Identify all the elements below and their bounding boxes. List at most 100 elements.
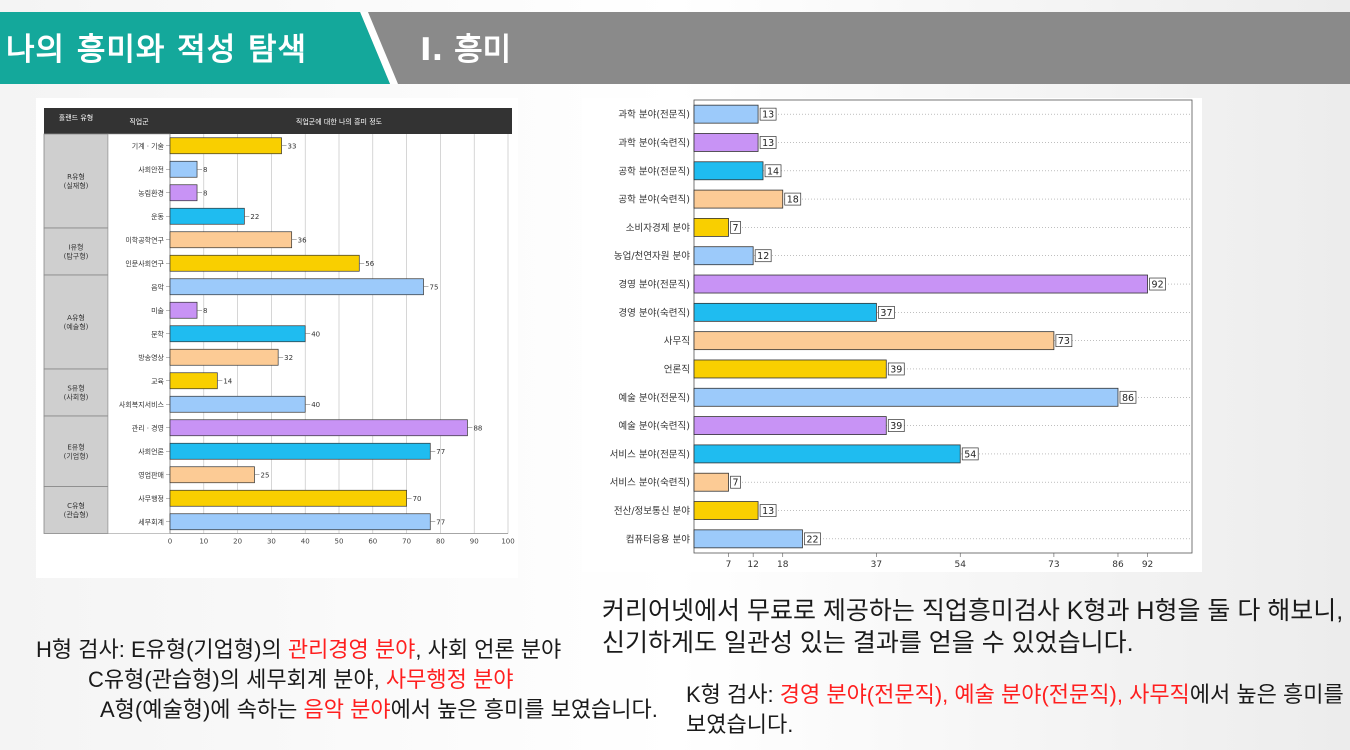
h-result-line2: C유형(관습형)의 세무회계 분야, 사무행정 분야	[88, 662, 513, 694]
chart1-value-label: 36	[298, 236, 307, 244]
h-result-line3-b: 에서 높은 흥미를 보였습니다.	[390, 697, 658, 722]
chart2-category-label: 과학 분야(숙련직)	[618, 138, 690, 149]
chart1-value-label: 77	[436, 518, 445, 526]
chart1-bar	[169, 489, 407, 507]
chart2-bar	[693, 104, 759, 124]
chart2-tick-label: 54	[954, 560, 966, 570]
h-type-chart-svg: 홀랜드 유형 직업군 직업군에 대한 나의 흥미 정도 R유형(실재형) I유형(탐구형…	[43, 108, 515, 546]
chart1-bar	[169, 348, 279, 366]
chart2-tick-label: 73	[1048, 560, 1059, 570]
chart1-bar	[169, 137, 282, 155]
chart1-tick-label: 20	[233, 538, 242, 546]
chart2-category-label: 농업/천연자원 분야	[614, 250, 690, 262]
chart1-value-label: 32	[284, 354, 293, 362]
chart2-value-box	[784, 192, 802, 206]
chart1-category-label: 인문사회연구	[125, 259, 164, 268]
chart2-tick-label: 18	[777, 560, 789, 570]
chart1-category-label: 교육	[151, 377, 164, 385]
chart1-group-label-sub: (예술형)	[64, 322, 89, 331]
k-result-rest: 에서 높은 흥미를	[1189, 682, 1344, 707]
chart2-category-label: 공학 분야(숙련직)	[618, 195, 690, 206]
h-result-highlight2: 사무행정 분야	[385, 667, 514, 692]
chart1-group-label: C유형	[67, 502, 85, 510]
chart2-value-box	[961, 447, 979, 461]
chart1-group-cell	[43, 486, 109, 534]
chart1-group-cell	[43, 415, 109, 487]
chart2-category-label: 예술 분야(숙련직)	[618, 421, 690, 432]
chart1-tick-label: 60	[368, 538, 377, 546]
k-type-chart-svg: 7 12 18 37 54 73 86 92 과학 분야(전문직) 13 과학 분야(숙련직) 13 공…	[610, 99, 1193, 570]
chart1-value-label: 8	[203, 189, 207, 197]
chart1-value-label: 70	[413, 495, 422, 503]
chart1-group-label-sub: (실재형)	[64, 181, 89, 190]
chart1-category-label: 미술	[151, 306, 164, 315]
h-result-highlight1: 관리경영 분야	[287, 637, 416, 662]
k-type-chart: 7 12 18 37 54 73 86 92 과학 분야(전문직) 13 과학 분야(숙련직) 13 공…	[582, 98, 1202, 572]
chart2-bar	[693, 387, 1119, 407]
chart1-group-label-sub: (기업형)	[64, 451, 89, 460]
chart1-category-label: 운동	[151, 213, 164, 221]
chart1-tick-label: 40	[301, 538, 310, 546]
chart2-value-label: 14	[767, 166, 779, 177]
chart1-category-label: 농림환경	[138, 188, 164, 197]
chart2-tick-label: 7	[726, 560, 732, 570]
chart2-bar	[693, 246, 754, 266]
chart2-value-box	[878, 305, 895, 319]
chart2-category-label: 언론직	[664, 363, 690, 375]
chart1-bar	[169, 395, 306, 413]
chart1-value-label: 8	[203, 307, 207, 315]
h-result-line3-a: A형(예술형)에 속하는	[100, 697, 304, 722]
k-result-label: K형 검사:	[686, 682, 780, 707]
chart2-value-label: 54	[964, 449, 976, 460]
chart2-category-label: 예술 분야(전문직)	[618, 393, 690, 404]
chart2-value-label: 86	[1122, 393, 1134, 404]
chart2-value-box	[1055, 334, 1073, 348]
chart2-bar	[693, 501, 759, 520]
chart1-category-label: 사회복지서비스	[119, 400, 165, 409]
chart1-category-label: 세무회계	[138, 517, 164, 526]
chart2-value-label: 13	[762, 506, 774, 517]
chart2-bar	[693, 274, 1148, 294]
h-result-rest1: , 사회 언론 분야	[415, 637, 562, 662]
chart1-tick-label: 100	[501, 538, 514, 546]
chart2-value-box	[804, 532, 821, 546]
chart1-bar	[169, 184, 198, 202]
chart1-group-cell	[43, 368, 109, 417]
chart1-bar	[169, 254, 360, 272]
chart2-bar	[693, 529, 803, 549]
k-result-highlight: 경영 분야(전문직), 예술 분야(전문직), 사무직	[779, 682, 1190, 707]
chart2-bar	[693, 331, 1055, 351]
chart2-value-label: 37	[880, 308, 892, 319]
chart1-tick-label: 10	[199, 538, 208, 546]
chart1-value-label: 40	[311, 330, 320, 338]
h-result-label: H형 검사: E유형(기업형)의	[36, 637, 288, 662]
chart1-category-label: 영업판매	[138, 470, 164, 479]
chart1-value-label: 88	[473, 424, 482, 432]
chart1-value-label: 56	[365, 260, 374, 268]
chart1-header-bg	[44, 108, 512, 134]
chart2-category-label: 사무직	[664, 336, 690, 347]
chart2-bar	[693, 359, 887, 379]
chart1-category-label: 음악	[151, 283, 164, 291]
chart2-value-label: 7	[733, 478, 739, 489]
chart1-tick-label: 30	[267, 538, 276, 546]
h-type-chart: 홀랜드 유형 직업군 직업군에 대한 나의 흥미 정도 R유형 (실재형) I유형 (탐구형…	[36, 98, 518, 578]
chart1-tick-label: 90	[470, 538, 479, 546]
chart2-category-label: 소비자경제 분야	[626, 222, 690, 234]
chart1-bar	[169, 207, 245, 225]
chart1-group-cell	[43, 227, 109, 276]
chart2-value-box	[759, 136, 777, 149]
chart2-bar	[693, 133, 759, 152]
section-title: Ⅰ. 흥미	[420, 32, 512, 68]
chart2-bar	[693, 161, 764, 181]
chart1-value-label: 8	[203, 166, 207, 174]
chart1-category-label: 이학공학연구	[125, 235, 164, 244]
chart1-category-label: 기계ㆍ기술	[132, 141, 165, 150]
chart1-value-label: 14	[223, 377, 232, 385]
chart2-value-box	[887, 419, 905, 432]
chart2-value-box	[887, 362, 905, 376]
chart2-tick-label: 37	[871, 560, 882, 570]
chart2-tick-label: 12	[747, 560, 758, 570]
chart1-group-cell	[43, 274, 109, 370]
chart1-bar	[169, 325, 306, 343]
